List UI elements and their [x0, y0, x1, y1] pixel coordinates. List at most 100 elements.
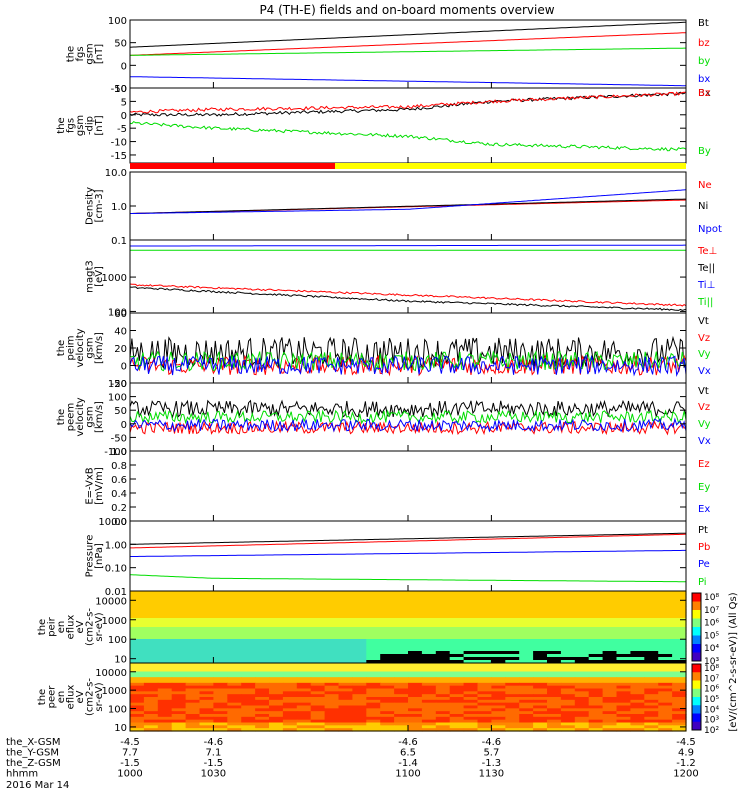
heatmap-cell: [574, 682, 590, 687]
heatmap-cell: [324, 597, 340, 601]
heatmap-cell: [463, 654, 479, 658]
heatmap-cell: [199, 639, 214, 643]
heatmap-cell: [588, 682, 604, 687]
heatmap-cell: [394, 618, 409, 622]
heatmap-cell: [574, 594, 590, 598]
heatmap-cell: [477, 645, 492, 649]
heatmap-cell: [616, 705, 631, 709]
heatmap-cell: [519, 624, 534, 628]
heatmap-cell: [324, 633, 340, 637]
heatmap-cell: [547, 708, 562, 712]
heatmap-cell: [588, 665, 604, 670]
heatmap-cell: [658, 688, 673, 692]
heatmap-cell: [602, 705, 618, 709]
heatmap-cell: [463, 609, 479, 613]
heatmap-cell: [143, 680, 159, 684]
colorbar-peer-segment: [692, 664, 701, 673]
heatmap-cell: [408, 719, 423, 724]
legend-Bx: Bx: [698, 88, 711, 99]
y-tick-label: 5: [121, 97, 127, 108]
heatmap-cell: [630, 657, 645, 661]
heatmap-cell: [658, 716, 673, 721]
heatmap-cell: [644, 714, 659, 718]
heatmap-cell: [269, 671, 284, 675]
heatmap-cell: [408, 705, 423, 709]
heatmap-cell: [269, 624, 284, 628]
heatmap-cell: [227, 624, 242, 628]
heatmap-cell: [421, 708, 437, 712]
heatmap-cell: [157, 606, 173, 610]
colorbar-peer-tick: 10²: [704, 726, 719, 736]
y-tick-label: 40: [114, 327, 127, 338]
heatmap-cell: [213, 714, 228, 718]
heatmap-cell: [310, 597, 326, 601]
heatmap-cell: [533, 591, 548, 595]
heatmap-cell: [491, 633, 506, 637]
heatmap-cell: [560, 603, 576, 607]
heatmap-cell: [658, 618, 673, 622]
heatmap-cell: [574, 606, 590, 610]
heatmap-cell: [241, 719, 256, 724]
heatmap-cell: [630, 711, 645, 715]
heatmap-cell: [380, 612, 395, 616]
heatmap-cell: [185, 714, 201, 718]
heatmap-cell: [519, 697, 534, 701]
heatmap-cell: [380, 639, 395, 643]
heatmap-cell: [324, 642, 340, 646]
heatmap-cell: [616, 615, 631, 619]
heatmap-cell: [269, 600, 284, 604]
heatmap-cell: [560, 668, 576, 673]
heatmap-cell: [560, 702, 576, 707]
heatmap-cell: [449, 636, 465, 640]
heatmap-cell: [296, 725, 312, 729]
heatmap-cell: [574, 694, 590, 698]
heatmap-cell: [519, 691, 534, 695]
heatmap-cell: [255, 691, 270, 695]
heatmap-cell: [574, 716, 590, 721]
heatmap-cell: [157, 630, 173, 634]
heatmap-cell: [421, 636, 437, 640]
heatmap-cell: [227, 630, 242, 634]
heatmap-cell: [352, 677, 367, 681]
heatmap-cell: [171, 654, 187, 658]
heatmap-cell: [616, 612, 631, 616]
heatmap-cell: [394, 612, 409, 616]
heatmap-cell: [519, 630, 534, 634]
y-axis-label-line: eV: [75, 690, 86, 703]
heatmap-cell: [421, 597, 437, 601]
heatmap-cell: [310, 642, 326, 646]
colorbar-label: [eV/(cm^2-s-sr-eV)] (All Qs): [728, 592, 739, 731]
y-axis-label-line: peer: [47, 685, 58, 709]
heatmap-cell: [574, 657, 590, 661]
x-axis-value: 7.1: [205, 748, 221, 759]
heatmap-cell: [282, 627, 298, 631]
heatmap-cell: [477, 708, 492, 712]
panel-frame: [129, 239, 687, 314]
heatmap-cell: [157, 615, 173, 619]
series-line-Pb: [130, 533, 686, 549]
heatmap-cell: [366, 688, 381, 692]
heatmap-cell: [602, 621, 618, 625]
heatmap-cell: [658, 654, 673, 658]
heatmap-cell: [143, 654, 159, 658]
heatmap-cell: [171, 609, 187, 613]
heatmap-cell: [227, 725, 242, 729]
heatmap-cell: [185, 630, 201, 634]
heatmap-cell: [213, 660, 228, 664]
heatmap-cell: [672, 663, 687, 667]
heatmap-cell: [491, 606, 506, 610]
heatmap-cell: [310, 716, 326, 721]
heatmap-cell: [505, 702, 520, 707]
heatmap-cell: [241, 688, 256, 692]
colorbar-peer-tick: 10⁶: [704, 685, 719, 695]
heatmap-cell: [185, 642, 201, 646]
heatmap-cell: [157, 691, 173, 695]
heatmap-cell: [213, 697, 228, 701]
heatmap-cell: [491, 705, 506, 709]
heatmap-cell: [185, 699, 201, 704]
y-tick-label: -15: [111, 151, 127, 162]
heatmap-cell: [533, 627, 548, 631]
heatmap-cell: [630, 597, 645, 601]
heatmap-cell: [505, 633, 520, 637]
